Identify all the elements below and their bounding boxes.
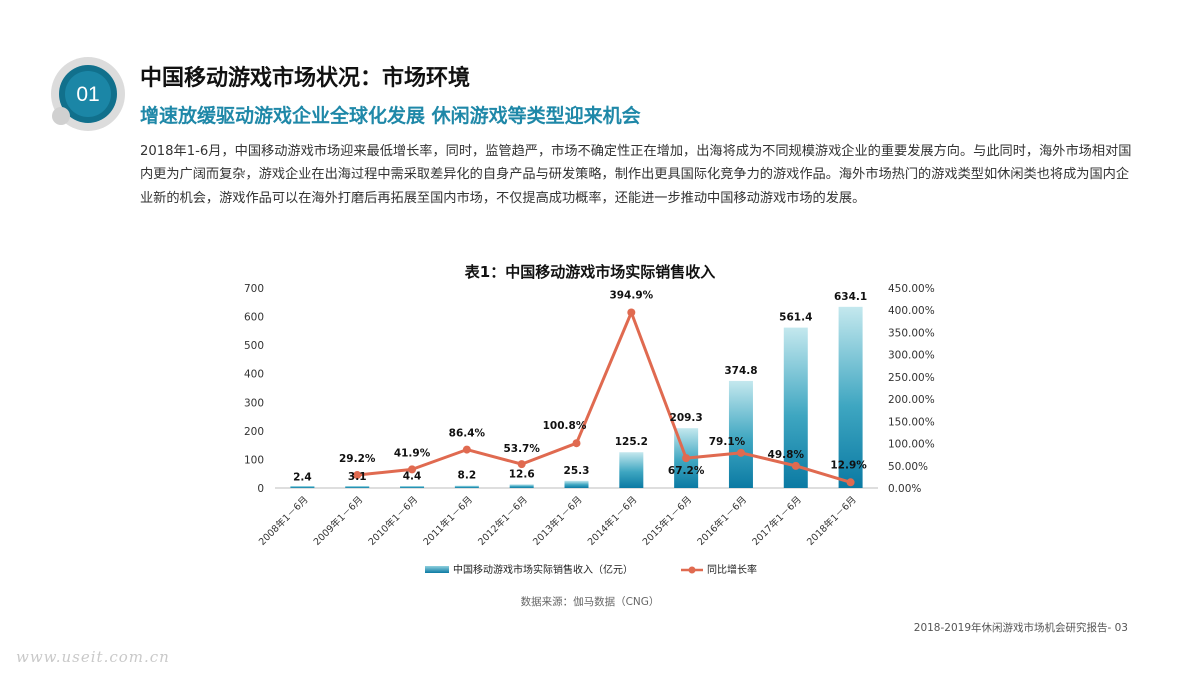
growth-rate-point: [517, 460, 526, 469]
growth-rate-label: 86.4%: [449, 428, 486, 440]
revenue-bar: [400, 486, 425, 488]
bar-value-label: 12.6: [509, 468, 535, 480]
y-right-tick-label: 450.00%: [888, 283, 935, 295]
x-tick-label: 2016年1－6月: [695, 494, 749, 548]
section-number: 01: [76, 83, 99, 106]
page-title: 中国移动游戏市场状况：市场环境: [140, 66, 471, 91]
growth-rate-label: 29.2%: [339, 453, 376, 465]
growth-rate-label: 67.2%: [668, 465, 705, 477]
x-tick-label: 2014年1－6月: [585, 494, 639, 548]
growth-rate-label: 394.9%: [609, 289, 653, 301]
y-right-tick-label: 300.00%: [888, 350, 935, 362]
x-tick-label: 2015年1－6月: [640, 494, 694, 548]
revenue-bar: [564, 480, 589, 488]
growth-rate-label: 49.8%: [768, 449, 805, 461]
revenue-bar: [783, 327, 808, 488]
data-source: 数据来源：伽马数据（CNG）: [520, 596, 660, 608]
y-right-tick-label: 50.00%: [888, 461, 928, 473]
growth-rate-point: [736, 448, 745, 457]
legend-bar-swatch: [425, 566, 449, 573]
x-tick-label: 2009年1－6月: [311, 494, 365, 548]
x-tick-label: 2010年1－6月: [366, 494, 420, 548]
growth-rate-label: 41.9%: [394, 447, 431, 459]
y-left-tick-label: 600: [244, 312, 264, 324]
y-left-tick-label: 0: [257, 483, 264, 495]
legend-bar-label: 中国移动游戏市场实际销售收入（亿元）: [453, 563, 633, 576]
bar-value-label: 3.1: [348, 471, 367, 483]
y-left-tick-label: 100: [244, 454, 264, 466]
revenue-bar: [290, 486, 315, 488]
x-tick-label: 2008年1－6月: [256, 494, 310, 548]
y-left-tick-label: 300: [244, 397, 264, 409]
bar-value-label: 125.2: [615, 436, 648, 448]
page-subtitle: 增速放缓驱动游戏企业全球化发展 休闲游戏等类型迎来机会: [140, 105, 641, 127]
x-tick-label: 2013年1－6月: [530, 494, 584, 548]
y-left-tick-label: 200: [244, 426, 264, 438]
bar-value-label: 209.3: [670, 412, 703, 424]
x-tick-label: 2011年1－6月: [421, 494, 475, 548]
bar-value-label: 561.4: [779, 312, 812, 324]
bar-value-label: 2.4: [293, 471, 312, 483]
revenue-bar: [838, 306, 863, 488]
legend-line-marker: [688, 566, 696, 574]
growth-rate-point: [408, 465, 417, 474]
growth-rate-point: [353, 471, 362, 480]
growth-rate-point: [791, 461, 800, 470]
section-badge: 01: [48, 54, 128, 134]
growth-rate-label: 79.1%: [709, 436, 746, 448]
chart-title: 表1：中国移动游戏市场实际销售收入: [465, 263, 715, 281]
x-tick-label: 2012年1－6月: [476, 494, 530, 548]
y-right-tick-label: 400.00%: [888, 305, 935, 317]
y-right-tick-label: 250.00%: [888, 372, 935, 384]
growth-rate-point: [846, 478, 855, 487]
growth-rate-label: 12.9%: [830, 459, 867, 471]
growth-rate-point: [627, 308, 636, 317]
bar-value-label: 634.1: [834, 291, 867, 303]
revenue-bar: [509, 484, 534, 488]
watermark: www.useit.com.cn: [16, 648, 170, 666]
y-left-tick-label: 700: [244, 283, 264, 295]
y-right-tick-label: 100.00%: [888, 439, 935, 451]
y-right-tick-label: 150.00%: [888, 416, 935, 428]
bar-value-label: 4.4: [403, 471, 422, 483]
bar-value-label: 25.3: [564, 465, 590, 477]
y-right-tick-label: 0.00%: [888, 483, 921, 495]
revenue-bar: [728, 380, 753, 488]
y-left-tick-label: 500: [244, 340, 264, 352]
y-right-tick-label: 200.00%: [888, 394, 935, 406]
x-tick-label: 2018年1－6月: [804, 494, 858, 548]
growth-rate-label: 100.8%: [543, 420, 587, 432]
bar-value-label: 8.2: [458, 470, 477, 482]
y-left-tick-label: 400: [244, 369, 264, 381]
intro-paragraph: 2018年1-6月，中国移动游戏市场迎来最低增长率，同时，监管趋严，市场不确定性…: [140, 144, 1132, 206]
growth-rate-point: [572, 439, 581, 448]
growth-rate-point: [462, 445, 471, 454]
growth-rate-label: 53.7%: [503, 443, 540, 455]
bar-value-label: 374.8: [724, 365, 757, 377]
revenue-bar: [619, 452, 644, 488]
revenue-bar: [345, 486, 370, 488]
growth-rate-line: [357, 310, 852, 484]
footer-text: 2018-2019年休闲游戏市场机会研究报告- 03: [913, 622, 1128, 634]
growth-rate-point: [682, 454, 691, 463]
revenue-bar: [454, 485, 479, 488]
y-right-tick-label: 350.00%: [888, 327, 935, 339]
legend-line-label: 同比增长率: [707, 563, 757, 576]
x-tick-label: 2017年1－6月: [750, 494, 804, 548]
